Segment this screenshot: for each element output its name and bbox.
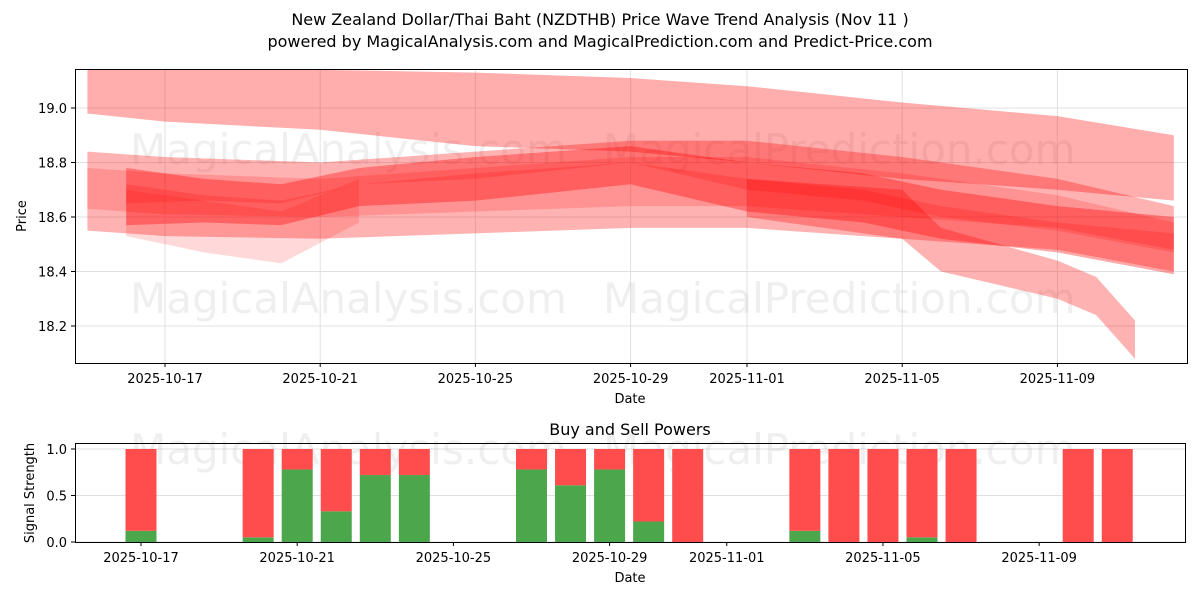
sell-bar — [946, 449, 977, 542]
signal-y-axis-label: Signal Strength — [23, 443, 38, 543]
signal-x-axis-label: Date — [614, 571, 645, 586]
y-tick-label: 18.6 — [38, 211, 67, 226]
buy-bar — [594, 469, 625, 542]
sell-bar — [828, 449, 859, 542]
buy-bar — [321, 511, 352, 542]
x-tick-label: 2025-11-09 — [1001, 551, 1077, 566]
x-tick-label: 2025-11-05 — [864, 372, 940, 387]
buy-bar — [282, 469, 313, 542]
sell-bar — [633, 449, 664, 522]
y-axis-label: Price — [15, 200, 30, 232]
sell-bar — [126, 449, 157, 531]
x-tick-label: 2025-10-21 — [259, 551, 335, 566]
y-tick-label: 19.0 — [38, 102, 67, 117]
sell-bar — [672, 449, 703, 542]
y-tick-label: 18.2 — [38, 320, 67, 335]
sell-bar — [243, 449, 274, 537]
x-tick-label: 2025-11-09 — [1020, 372, 1096, 387]
x-tick-label: 2025-11-01 — [709, 372, 785, 387]
x-tick-label: 2025-10-17 — [127, 372, 203, 387]
sell-bar — [282, 449, 313, 469]
x-tick-label: 2025-11-01 — [689, 551, 765, 566]
sell-bar — [321, 449, 352, 511]
buy-bar — [516, 469, 547, 542]
x-tick-label: 2025-10-29 — [593, 372, 669, 387]
x-tick-label: 2025-10-25 — [416, 551, 492, 566]
buy-bar — [243, 537, 274, 542]
x-tick-label: 2025-11-05 — [845, 551, 921, 566]
sell-bar — [867, 449, 898, 542]
sell-bar — [399, 449, 430, 475]
y-tick-label: 18.8 — [38, 157, 67, 172]
sell-bar — [555, 449, 586, 485]
sell-bar — [516, 449, 547, 469]
sell-bar — [907, 449, 938, 537]
sell-bar — [1102, 449, 1133, 542]
x-axis-label: Date — [614, 392, 645, 407]
x-tick-label: 2025-10-21 — [282, 372, 358, 387]
buy-bar — [360, 475, 391, 542]
chart-canvas: MagicalAnalysis.com MagicalPrediction.co… — [0, 0, 1200, 600]
x-tick-label: 2025-10-25 — [438, 372, 514, 387]
buy-bar — [555, 485, 586, 542]
sell-bar — [789, 449, 820, 531]
buy-bar — [126, 531, 157, 542]
buy-bar — [399, 475, 430, 542]
y-tick-label: 0.5 — [46, 490, 67, 505]
y-tick-label: 0.0 — [46, 536, 67, 551]
y-tick-label: 18.4 — [38, 266, 67, 281]
watermark: MagicalAnalysis.com — [130, 274, 567, 323]
buy-bar — [633, 522, 664, 542]
sell-bar — [594, 449, 625, 469]
x-tick-label: 2025-10-29 — [572, 551, 648, 566]
x-tick-label: 2025-10-17 — [103, 551, 179, 566]
sell-bar — [360, 449, 391, 475]
buy-bar — [789, 531, 820, 542]
sell-bar — [1063, 449, 1094, 542]
buy-bar — [907, 537, 938, 542]
y-tick-label: 1.0 — [46, 443, 67, 458]
